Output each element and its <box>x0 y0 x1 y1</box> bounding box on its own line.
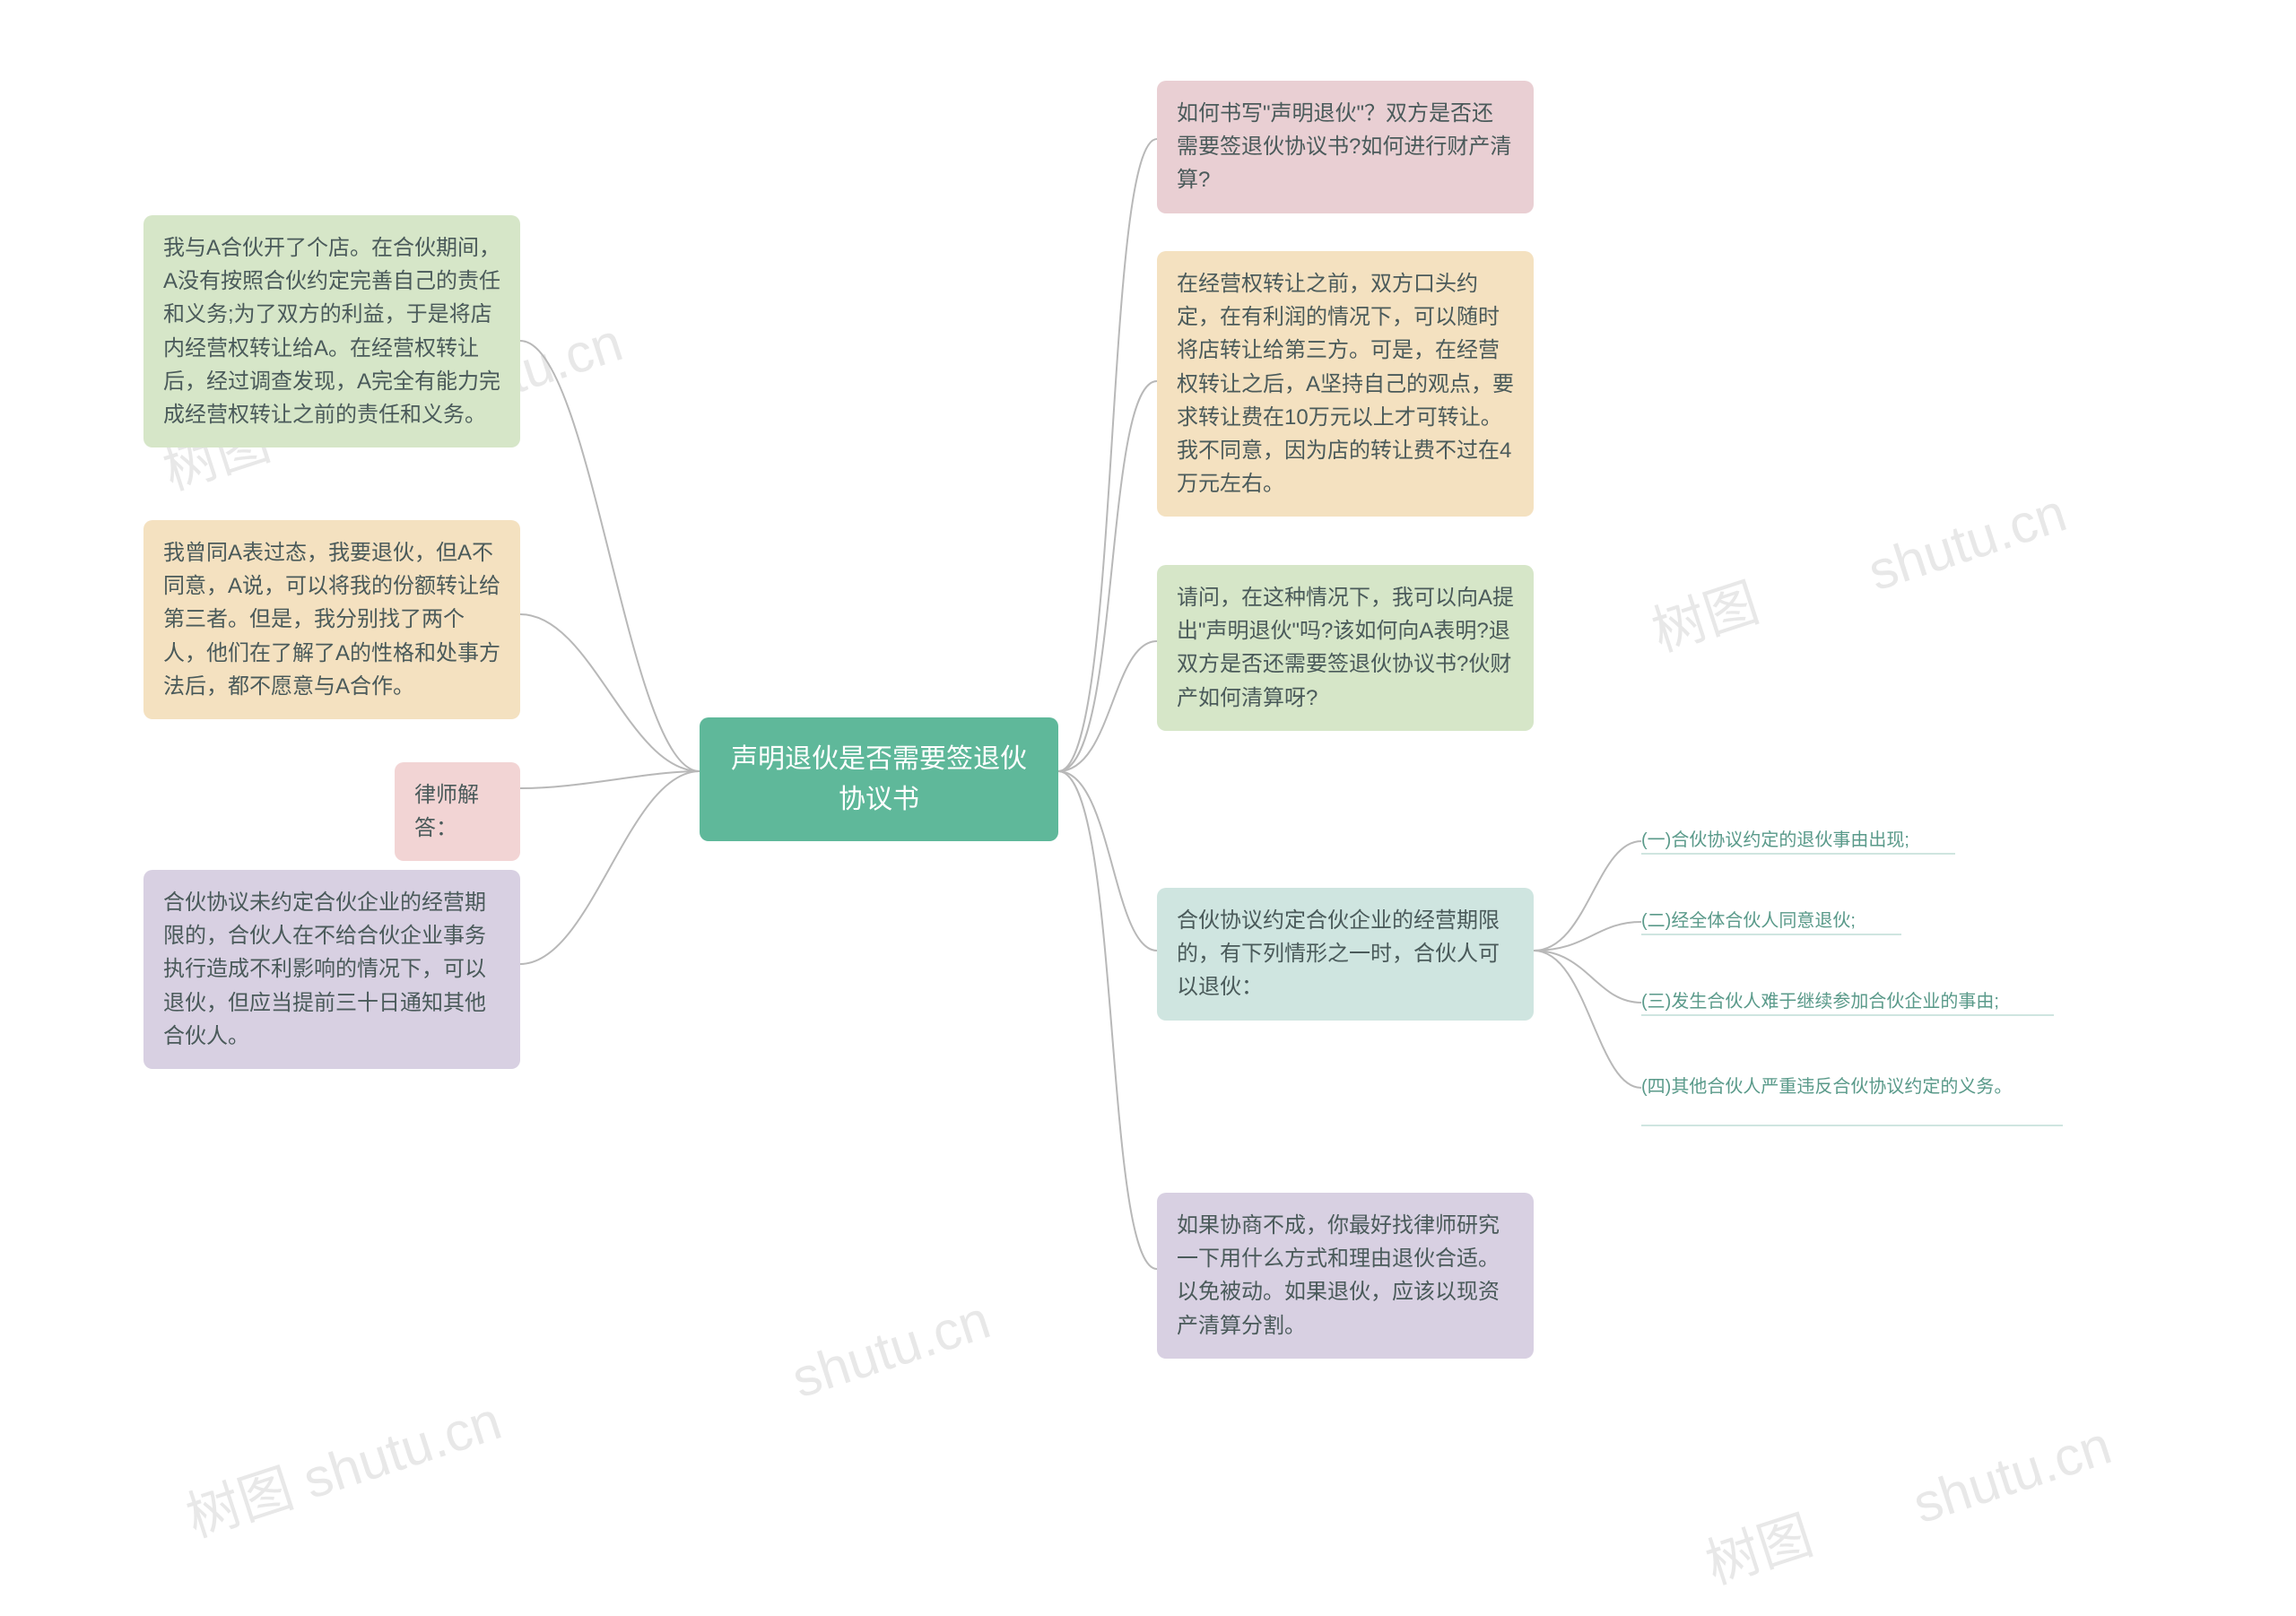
watermark: shutu.cn <box>1861 482 2074 604</box>
mindmap-node-r4: 合伙协议约定合伙企业的经营期限的，有下列情形之一时，合伙人可以退伙： <box>1157 888 1534 1021</box>
mindmap-node-l2: 我曾同A表过态，我要退伙，但A不同意，A说，可以将我的份额转让给第三者。但是，我… <box>144 520 520 719</box>
mindmap-node-r2: 在经营权转让之前，双方口头约定，在有利润的情况下，可以随时将店转让给第三方。可是… <box>1157 251 1534 517</box>
watermark: 树图 shutu.cn <box>175 1377 509 1552</box>
mindmap-node-r1: 如何书写"声明退伙"？双方是否还需要签退伙协议书?如何进行财产清算? <box>1157 81 1534 213</box>
mindmap-node-r5: 如果协商不成，你最好找律师研究一下用什么方式和理由退伙合适。以免被动。如果退伙，… <box>1157 1193 1534 1359</box>
watermark: 树图 <box>1694 1492 1821 1600</box>
watermark: shutu.cn <box>785 1289 997 1411</box>
mindmap-leaf: (四)其他合伙人严重违反合伙协议约定的义务。 <box>1641 1064 2054 1105</box>
mindmap-node-l3: 律师解答： <box>395 762 520 861</box>
mindmap-leaf: (二)经全体合伙人同意退伙; <box>1641 899 1856 939</box>
mindmap-node-l4: 合伙协议未约定合伙企业的经营期限的，合伙人在不给合伙企业事务执行造成不利影响的情… <box>144 870 520 1069</box>
watermark: 树图 <box>1640 560 1767 667</box>
mindmap-leaf: (三)发生合伙人难于继续参加合伙企业的事由; <box>1641 979 1999 1020</box>
mindmap-node-r3: 请问，在这种情况下，我可以向A提出"声明退伙"吗?该如何向A表明?退双方是否还需… <box>1157 565 1534 731</box>
mindmap-node-l1: 我与A合伙开了个店。在合伙期间，A没有按照合伙约定完善自己的责任和义务;为了双方… <box>144 215 520 447</box>
mindmap-leaf: (一)合伙协议约定的退伙事由出现; <box>1641 818 1909 858</box>
mindmap-root: 声明退伙是否需要签退伙协议书 <box>700 717 1058 841</box>
watermark: shutu.cn <box>1906 1414 2118 1536</box>
